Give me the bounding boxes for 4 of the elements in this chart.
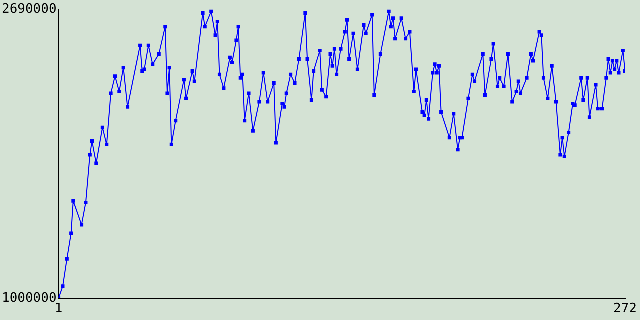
y-tick-label: 2690000 bbox=[2, 2, 57, 18]
x-tick-label: 272 bbox=[614, 302, 637, 317]
y-tick-label: 1000000 bbox=[2, 290, 57, 306]
x-tick-label: 1 bbox=[54, 302, 63, 317]
